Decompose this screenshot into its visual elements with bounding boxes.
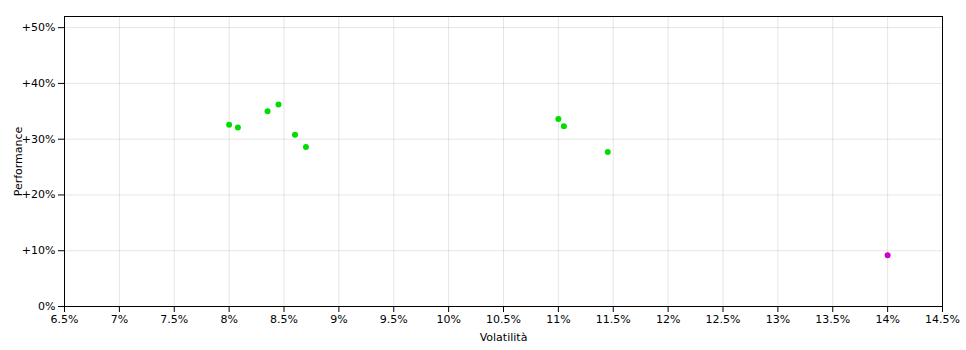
svg-text:11%: 11% bbox=[546, 313, 570, 326]
svg-text:10%: 10% bbox=[436, 313, 460, 326]
svg-text:9.5%: 9.5% bbox=[380, 313, 408, 326]
svg-text:+40%: +40% bbox=[22, 77, 56, 90]
svg-text:+30%: +30% bbox=[22, 133, 56, 146]
svg-text:11.5%: 11.5% bbox=[596, 313, 631, 326]
svg-text:0%: 0% bbox=[38, 300, 55, 313]
svg-text:13.5%: 13.5% bbox=[815, 313, 850, 326]
svg-text:+20%: +20% bbox=[22, 188, 56, 201]
svg-text:13%: 13% bbox=[766, 313, 790, 326]
svg-text:+10%: +10% bbox=[22, 244, 56, 257]
svg-text:7%: 7% bbox=[111, 313, 128, 326]
svg-text:14%: 14% bbox=[875, 313, 899, 326]
svg-text:9%: 9% bbox=[330, 313, 347, 326]
svg-text:8%: 8% bbox=[220, 313, 237, 326]
svg-text:12%: 12% bbox=[656, 313, 680, 326]
svg-text:14.5%: 14.5% bbox=[925, 313, 960, 326]
svg-text:Performance: Performance bbox=[12, 126, 25, 196]
svg-text:8.5%: 8.5% bbox=[270, 313, 298, 326]
svg-text:12.5%: 12.5% bbox=[706, 313, 741, 326]
svg-text:+50%: +50% bbox=[22, 21, 56, 34]
svg-text:10.5%: 10.5% bbox=[486, 313, 521, 326]
svg-text:7.5%: 7.5% bbox=[160, 313, 188, 326]
svg-text:Volatilità: Volatilità bbox=[480, 331, 528, 344]
svg-text:6.5%: 6.5% bbox=[51, 313, 79, 326]
